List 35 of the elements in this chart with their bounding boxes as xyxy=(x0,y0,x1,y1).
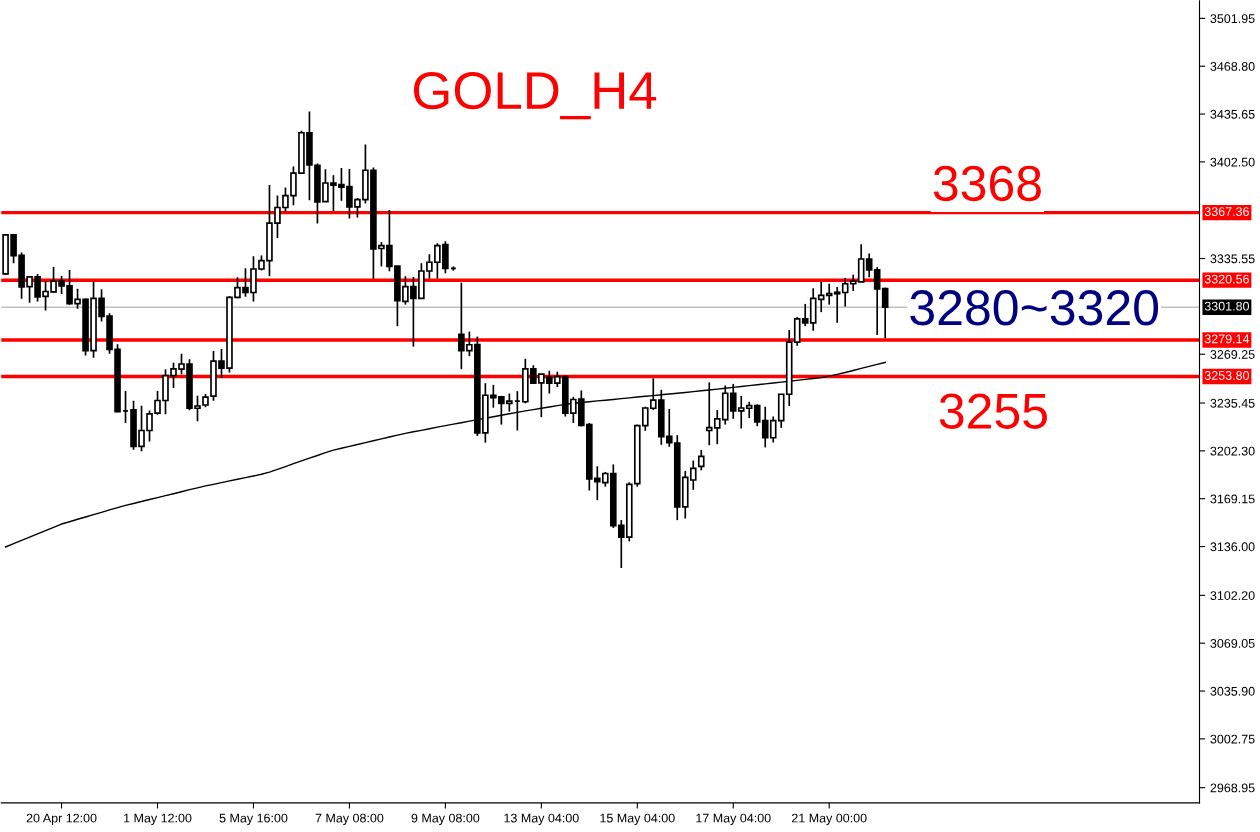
y-tick-label: 3235.45 xyxy=(1210,398,1255,408)
y-tick-label: 2968.95 xyxy=(1210,783,1255,793)
ref-line-label: 3320.56 xyxy=(1204,274,1249,284)
text: GOLD_H4 xyxy=(413,71,657,120)
x-tick-label: 13 May 04:00 xyxy=(504,813,579,825)
y-tick-label: 3202.30 xyxy=(1210,446,1255,456)
text: 3280~3320 xyxy=(910,290,1159,326)
y-tick-label: 3402.50 xyxy=(1210,157,1255,167)
x-tick-label: 17 May 04:00 xyxy=(696,813,771,825)
y-tick-label: 3136.00 xyxy=(1210,542,1255,552)
candlestick xyxy=(881,286,889,340)
y-tick-label: 3169.15 xyxy=(1210,494,1255,504)
x-tick-label: 1 May 12:00 xyxy=(124,813,192,825)
y-tick-label: 3002.75 xyxy=(1210,734,1255,744)
y-tick-label: 3102.20 xyxy=(1210,591,1255,600)
text: 3255 xyxy=(939,393,1047,429)
y-tick-label: 3501.95 xyxy=(1210,14,1255,24)
x-tick-label: 9 May 08:00 xyxy=(411,813,480,825)
y-tick-label: 3269.25 xyxy=(1210,350,1255,359)
ref-line-label: 3301.80 xyxy=(1204,301,1250,311)
x-tick-label: 15 May 04:00 xyxy=(600,813,675,825)
x-tick-label: 20 Apr 12:00 xyxy=(26,813,97,825)
candlestick xyxy=(697,449,705,472)
x-tick-label: 5 May 16:00 xyxy=(219,813,288,825)
ref-line-label: 3279.14 xyxy=(1204,334,1250,344)
y-tick-label: 3435.65 xyxy=(1210,109,1255,119)
ref-line-label: 3367.36 xyxy=(1204,207,1249,216)
y-tick-label: 3069.05 xyxy=(1210,638,1255,648)
y-tick-label: 3468.80 xyxy=(1210,62,1255,71)
y-tick-label: 3035.90 xyxy=(1210,686,1255,696)
x-tick-label: 7 May 08:00 xyxy=(315,813,384,825)
y-tick-label: 3335.55 xyxy=(1210,254,1255,264)
x-tick-label: 21 May 00:00 xyxy=(791,813,867,825)
text: 3368 xyxy=(933,165,1041,202)
ref-line-label: 3253.80 xyxy=(1204,371,1250,380)
